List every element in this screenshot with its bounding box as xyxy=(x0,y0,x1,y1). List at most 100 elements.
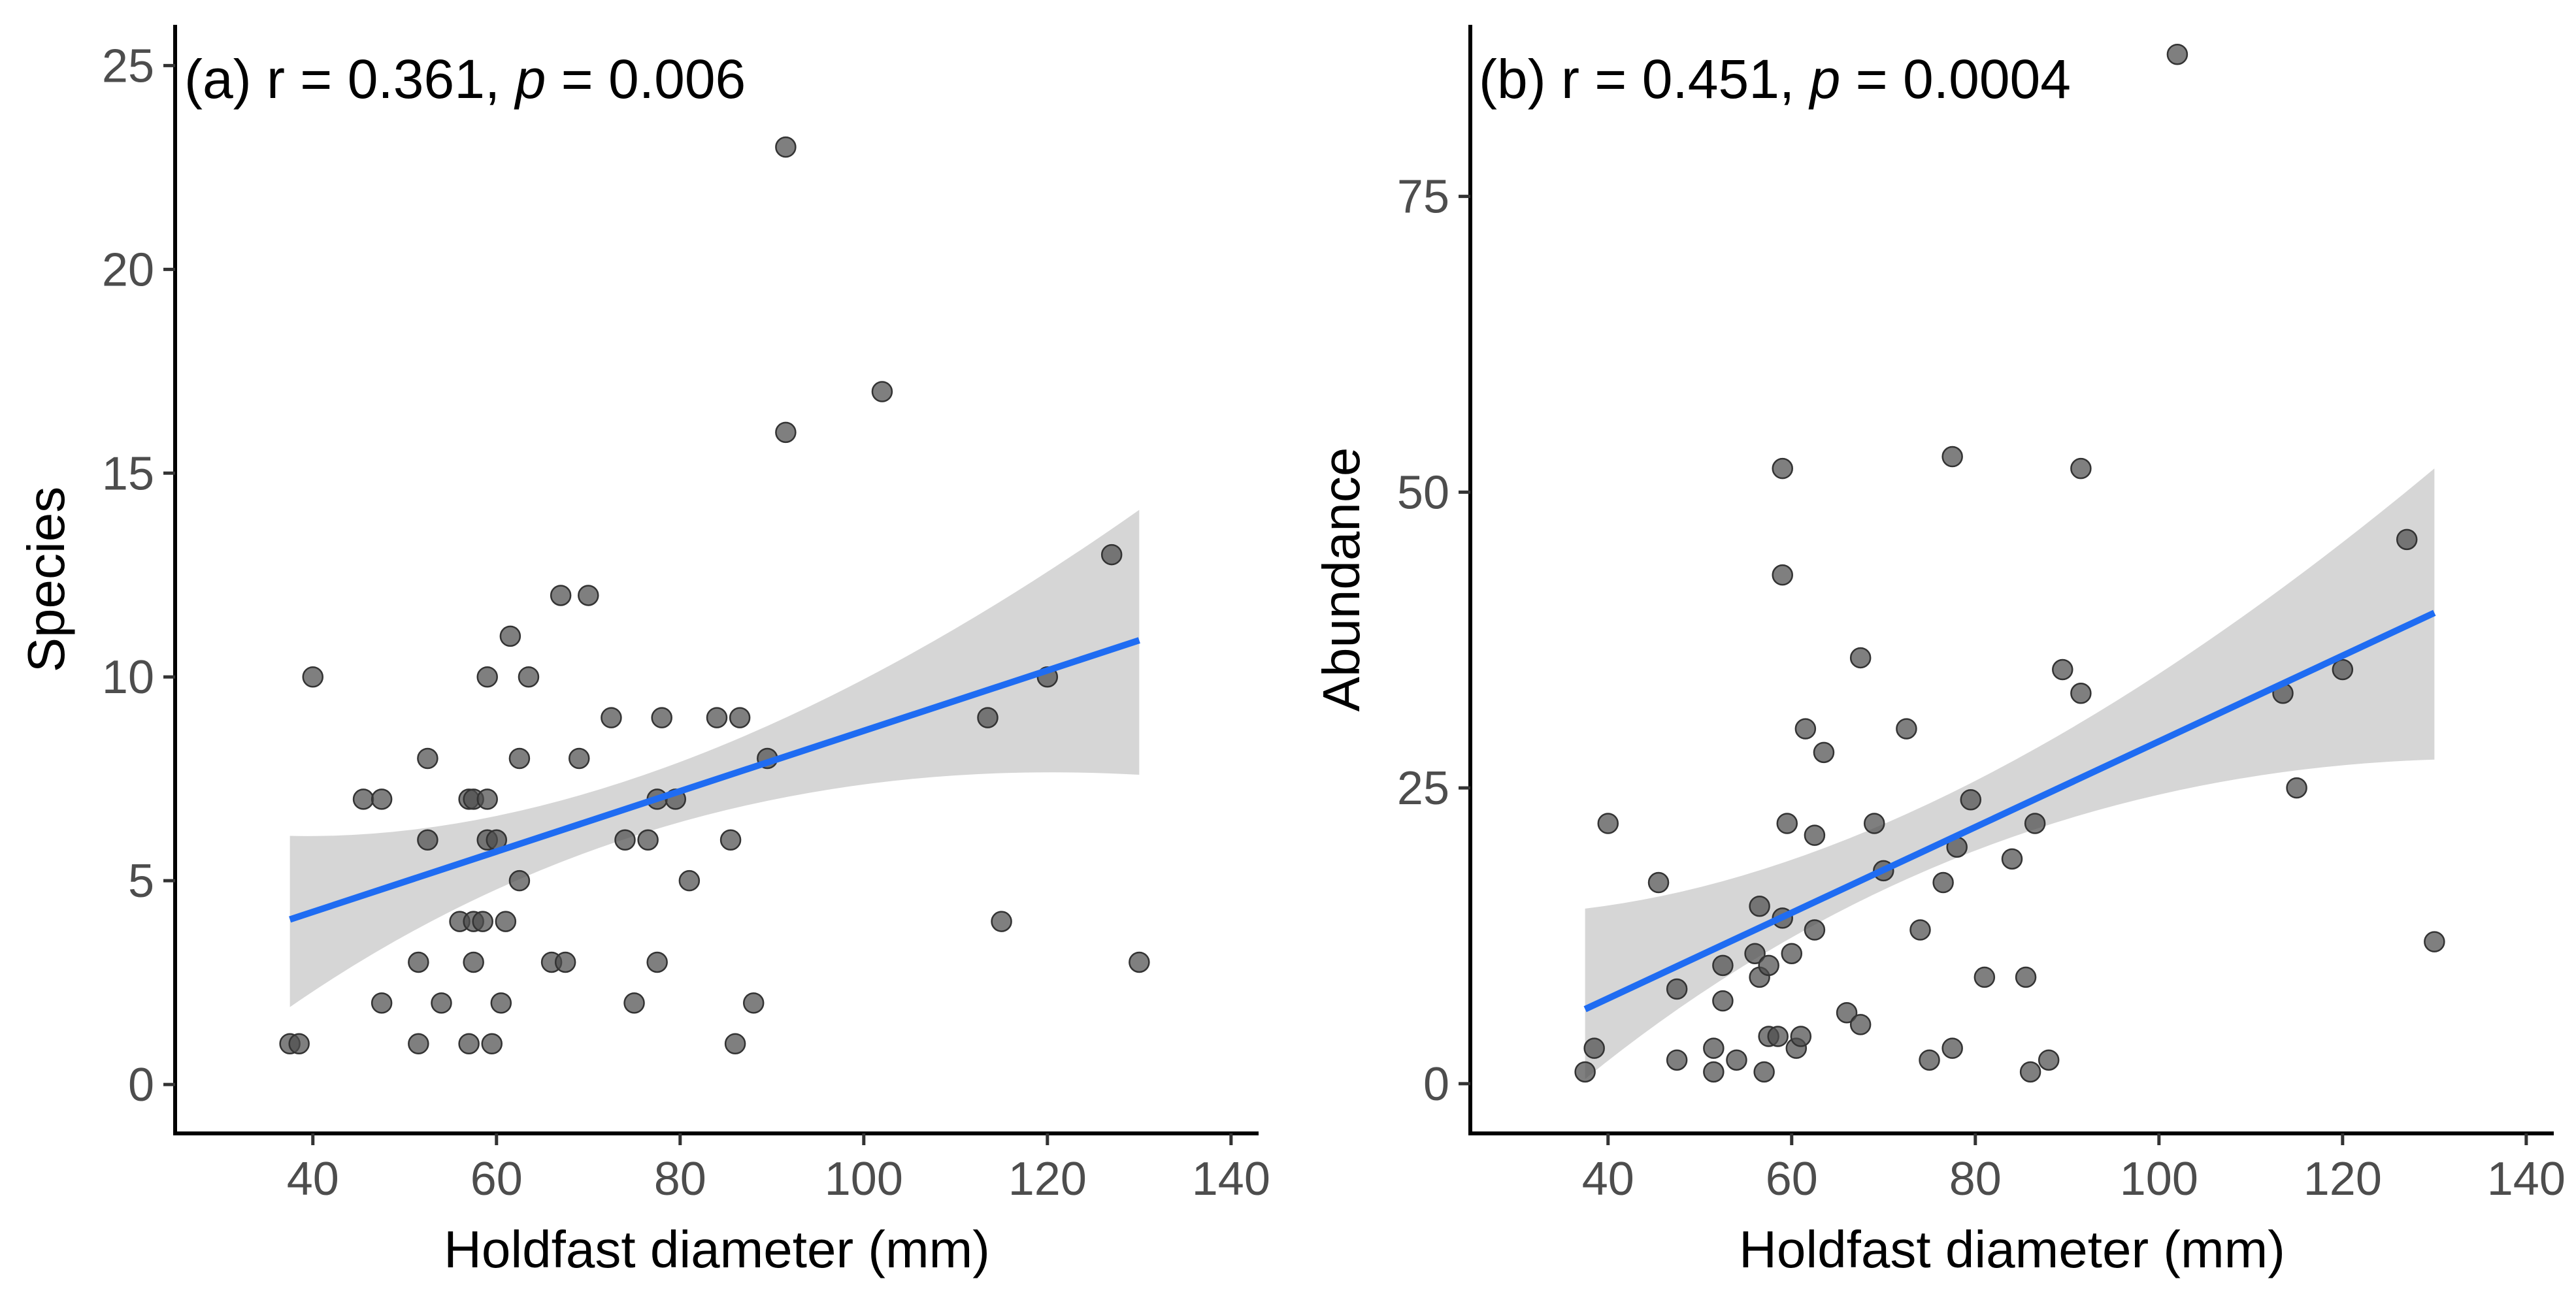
panel-a-data-point xyxy=(651,707,672,728)
panel-a-data-point xyxy=(775,136,797,158)
panel-b-x-tick-label: 40 xyxy=(1582,1153,1634,1205)
panel-b-data-point xyxy=(1647,871,1670,894)
panel-a-data-point xyxy=(678,869,701,892)
panel-b-data-point xyxy=(2070,457,2092,479)
panel-a-data-point xyxy=(490,992,512,1014)
panel-b-data-point xyxy=(2052,658,2073,681)
panel-b-data-point xyxy=(2166,44,2188,65)
panel-b-data-point xyxy=(1863,813,1885,834)
panel-a-data-point xyxy=(724,1033,746,1054)
panel-b-data-point xyxy=(2015,966,2037,988)
panel-a-data-point xyxy=(518,666,540,688)
panel-b-data-point xyxy=(1583,1037,1605,1059)
panel-b-data-point xyxy=(2332,658,2354,681)
panel-b-data-point xyxy=(1574,1061,1596,1083)
panel-b-abundance: 40 60 80 100 120 140 0 25 50 75 (b) r = 0.451, p … xyxy=(1312,25,2566,1278)
panel-a-data-point xyxy=(408,951,429,973)
panel-b-x-axis-title: Holdfast diameter (mm) xyxy=(1739,1220,2285,1278)
panel-a-data-point xyxy=(371,788,393,810)
panel-b-x-tick-label: 80 xyxy=(1949,1153,2002,1205)
panel-b-data-point xyxy=(1666,978,1688,1000)
panel-a-y-axis-title: Species xyxy=(17,487,75,673)
panel-b-data-point xyxy=(1896,718,1917,739)
panel-b-data-point xyxy=(1666,1049,1688,1071)
panel-a-data-point xyxy=(646,951,668,973)
panel-a-data-point xyxy=(706,707,728,728)
panel-b-y-tick-label: 75 xyxy=(1397,171,1449,223)
panel-b-data-point xyxy=(1849,1014,1872,1035)
panel-a-data-point xyxy=(417,829,438,851)
panel-b-y-axis-title: Abundance xyxy=(1312,447,1370,712)
panel-b-data-point xyxy=(1790,1026,1812,1047)
panel-a-annotation: (a) r = 0.361, p = 0.006 xyxy=(184,48,746,110)
panel-b-plot-area xyxy=(1574,44,2445,1083)
panel-a-data-point xyxy=(472,911,493,932)
panel-a-data-point xyxy=(476,666,498,688)
panel-a-data-point xyxy=(614,829,636,851)
panel-a-y-tick-label: 15 xyxy=(102,447,154,500)
panel-a-data-point xyxy=(1129,951,1150,973)
panel-a-data-point xyxy=(623,992,645,1014)
panel-b-data-point xyxy=(1703,1037,1725,1059)
panel-b-data-point xyxy=(1772,457,1793,479)
panel-b-data-point xyxy=(1712,954,1734,977)
panel-b-ticks: 40 60 80 100 120 140 0 25 50 75 xyxy=(1397,171,2566,1205)
panel-b-data-point xyxy=(1776,813,1798,834)
panel-b-data-point xyxy=(1726,1049,1747,1071)
panel-a-data-point xyxy=(729,707,751,728)
panel-a-data-point xyxy=(408,1033,429,1054)
panel-b-x-tick-label: 60 xyxy=(1766,1153,1818,1205)
panel-b-data-point xyxy=(1973,966,1996,988)
panel-a-data-point xyxy=(352,788,374,810)
panel-a-x-tick-label: 80 xyxy=(654,1153,706,1205)
panel-b-data-point xyxy=(2001,848,2023,870)
panel-a-x-tick-label: 140 xyxy=(1192,1153,1270,1205)
panel-a-data-point xyxy=(719,829,742,851)
panel-b-data-point xyxy=(2024,813,2046,834)
panel-b-data-point xyxy=(1804,919,1826,941)
panel-b-data-point xyxy=(1772,564,1793,586)
panel-b-data-point xyxy=(1753,1061,1775,1083)
panel-b-data-point xyxy=(2286,777,2307,799)
panel-a-data-point xyxy=(495,911,517,932)
panel-a-data-point xyxy=(601,707,622,728)
panel-a-species: 40 60 80 100 120 140 0 5 10 15 20 25 (a) r = 0.361,… xyxy=(17,25,1270,1278)
panel-b-y-tick-label: 25 xyxy=(1397,762,1449,815)
panel-b-x-tick-label: 100 xyxy=(2120,1153,2198,1205)
panel-b-data-point xyxy=(1941,446,1963,468)
panel-b-data-point xyxy=(1703,1061,1725,1083)
panel-b-data-point xyxy=(1597,813,1619,834)
panel-a-data-point xyxy=(550,585,572,606)
panel-a-y-tick-label: 20 xyxy=(102,244,154,296)
panel-b-data-point xyxy=(2070,683,2092,704)
panel-a-y-tick-label: 5 xyxy=(128,855,154,907)
panel-b-data-point xyxy=(1836,1002,1858,1024)
panel-b-confidence-band xyxy=(1585,468,2435,1079)
panel-a-data-point xyxy=(578,585,599,606)
panel-b-data-point xyxy=(1749,896,1770,917)
panel-a-data-point xyxy=(463,951,484,973)
panel-a-x-tick-label: 120 xyxy=(1008,1153,1087,1205)
panel-b-data-point xyxy=(2038,1049,2060,1071)
panel-b-data-point xyxy=(1712,990,1734,1012)
panel-a-regression-line xyxy=(289,637,1140,923)
panel-a-data-point xyxy=(481,1033,503,1054)
panel-b-data-point xyxy=(1941,1037,1963,1059)
panel-b-data-point xyxy=(1932,871,1954,894)
panel-a-data-point xyxy=(1100,544,1123,566)
panel-a-ticks: 40 60 80 100 120 140 0 5 10 15 20 25 xyxy=(102,40,1270,1205)
panel-b-x-tick-label: 120 xyxy=(2304,1153,2382,1205)
panel-b-data-point xyxy=(1849,647,1872,669)
panel-a-data-point xyxy=(775,421,797,444)
panel-a-data-point xyxy=(417,747,438,770)
panel-a-x-tick-label: 100 xyxy=(825,1153,903,1205)
panel-a-x-tick-label: 60 xyxy=(471,1153,523,1205)
panel-b-data-point xyxy=(1960,789,1982,811)
panel-a-data-point xyxy=(508,747,531,770)
panel-a-y-tick-label: 0 xyxy=(128,1059,154,1111)
panel-b-regression-line xyxy=(1583,609,2436,1013)
panel-b-data-point xyxy=(1804,824,1826,846)
panel-b-y-tick-label: 50 xyxy=(1397,466,1449,519)
panel-a-x-axis-title: Holdfast diameter (mm) xyxy=(444,1220,990,1278)
panel-a-data-point xyxy=(554,951,576,973)
